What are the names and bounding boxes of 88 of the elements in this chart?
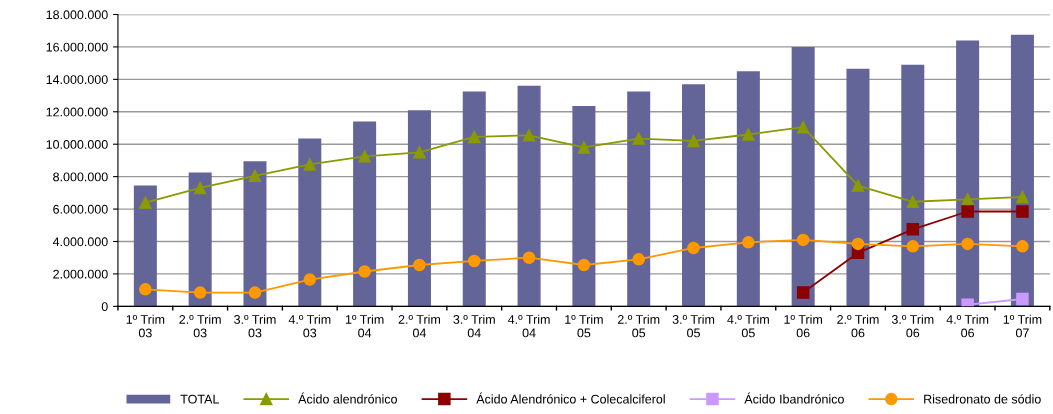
y-tick-label: 0: [101, 302, 108, 312]
bar: [901, 64, 925, 307]
x-tick-label: 2.º Trim 06: [837, 314, 879, 338]
bar: [682, 84, 706, 307]
point: [468, 130, 481, 144]
legend-label: TOTAL: [180, 394, 219, 404]
point: [961, 193, 974, 206]
point: [851, 237, 865, 251]
point: [906, 240, 920, 253]
point: [961, 205, 974, 218]
bar: [353, 121, 377, 307]
point: [851, 179, 865, 192]
bar: [133, 185, 157, 307]
point: [796, 233, 810, 247]
x-tick-label: 4.º Trim 06: [946, 314, 989, 338]
bar: [298, 138, 322, 307]
y-tick-label: 8.000.000: [53, 172, 108, 182]
point: [742, 236, 755, 249]
legend-label: Risedronato de sódio: [924, 394, 1041, 404]
point: [1016, 292, 1029, 306]
point: [303, 273, 317, 286]
bar: [956, 40, 980, 307]
x-tick-label: 2.º Trim 05: [617, 314, 660, 338]
point: [139, 196, 152, 209]
x-tick-label: 2.º Trim 04: [398, 314, 440, 338]
point: [413, 258, 426, 272]
point: [1016, 205, 1029, 218]
x-tick-label: 4.º Trim 05: [727, 314, 769, 338]
point: [303, 158, 317, 171]
x-tick-label: 4.º Trim 04: [507, 314, 550, 338]
x-tick-label: 3.º Trim 06: [891, 314, 934, 338]
bar: [243, 161, 267, 307]
point: [139, 283, 152, 296]
bar: [188, 172, 212, 307]
x-tick-label: 1º Trim 03: [126, 314, 165, 338]
y-tick-label: 18.000.000: [46, 10, 108, 20]
point: [742, 128, 755, 141]
legend-label: Ácido Ibandrónico: [744, 392, 844, 404]
x-tick-label: 3.º Trim 04: [453, 314, 495, 338]
y-tick-label: 14.000.000: [46, 75, 108, 84]
point: [468, 254, 481, 268]
x-tick-label: 1º Trim 05: [565, 314, 603, 338]
point: [1016, 190, 1029, 204]
point: [193, 286, 207, 299]
y-tick-label: 12.000.000: [46, 107, 108, 117]
point: [248, 286, 262, 299]
point: [632, 132, 645, 145]
point: [358, 150, 371, 163]
legend-label: Ácido alendrónico: [298, 392, 397, 404]
point: [796, 286, 810, 299]
bar: [791, 46, 815, 307]
bar: [1010, 34, 1034, 307]
y-tick-label: 4.000.000: [52, 237, 108, 247]
point: [632, 253, 645, 266]
point: [577, 258, 591, 272]
bar: [736, 71, 760, 307]
x-tick-label: 3.º Trim 05: [672, 314, 715, 338]
bar: [462, 91, 486, 307]
point: [358, 265, 371, 278]
y-tick-label: 6.000.000: [53, 204, 108, 214]
point: [193, 181, 207, 195]
y-tick-label: 2.000.000: [53, 269, 108, 279]
bar: [517, 85, 541, 307]
x-tick-label: 1º Trim 06: [784, 314, 822, 338]
point: [687, 134, 700, 148]
x-tick-label: 4.º Trim 03: [288, 314, 331, 338]
point: [906, 223, 920, 236]
point: [687, 241, 700, 255]
point: [961, 237, 974, 251]
x-tick-label: 2.º Trim 03: [179, 314, 221, 338]
point: [522, 251, 536, 264]
point: [1016, 240, 1029, 253]
x-tick-label: 1º Trim 07: [1003, 314, 1042, 338]
x-tick-label: 3.º Trim 03: [234, 314, 276, 338]
point: [906, 195, 920, 209]
bar: [627, 91, 651, 307]
point: [413, 146, 426, 159]
y-tick-label: 10.000.000: [46, 140, 108, 149]
point: [248, 169, 262, 183]
bar: [846, 68, 870, 307]
point: [522, 129, 536, 142]
bar: [407, 110, 431, 307]
x-tick-label: 1º Trim 04: [345, 314, 384, 338]
bar: [572, 106, 596, 307]
point: [796, 120, 810, 134]
point: [577, 141, 591, 154]
legend-label: Ácido Alendrónico + Colecalciferol: [476, 392, 665, 404]
y-tick-label: 16.000.000: [46, 42, 108, 52]
